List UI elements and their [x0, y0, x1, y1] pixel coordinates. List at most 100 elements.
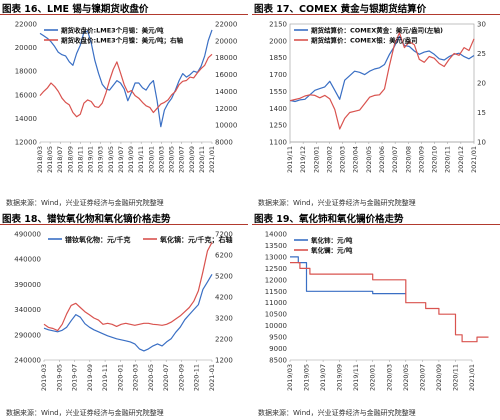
x-tick-label: 2019-09 [86, 364, 94, 391]
y-left-tick-label: 1550 [269, 88, 287, 96]
x-tick-label: 2020/08 [404, 146, 412, 173]
series-line-1 [43, 273, 213, 352]
y-left-tick-label: 14000 [15, 115, 37, 123]
y-right-tick-label: 7200 [215, 231, 233, 239]
title-rule [252, 14, 500, 15]
y-left-tick-label: 14000 [265, 231, 287, 239]
y-right-tick-label: 22000 [215, 21, 237, 29]
y-right-tick-label: 5200 [215, 273, 233, 281]
y-right-tick-label: 16000 [215, 71, 237, 79]
y-right-tick-label: 8000 [215, 139, 233, 147]
y-right-tick-label: 30 [477, 21, 486, 29]
x-tick-label: 2019/07 [319, 364, 327, 391]
chart-ce-la-oxide: 8500 9000 9500 10000 10500 11000 11500 12000 125… [265, 231, 489, 391]
series-line-1 [289, 35, 475, 103]
y-left-tick-label: 290000 [14, 331, 41, 339]
y-right-tick-label: 1200 [215, 357, 233, 365]
y-left-tick-label: 9000 [269, 345, 287, 353]
chart-lme-tin-nickel: 12000 14000 16000 18000 20000 22000 8000 10000 1… [15, 21, 238, 174]
series-line-2 [43, 242, 213, 332]
x-tick-label: 2020/03 [157, 146, 165, 173]
panel-comex-gold-silver: 图表 17、COMEX 黄金与银期货结算价 1100 1250 1400 1550 17… [252, 0, 500, 210]
series-line-1 [290, 256, 406, 295]
y-left-tick-label: 18000 [15, 68, 37, 76]
x-tick-label: 2020/09 [188, 146, 196, 173]
y-left-tick-label: 12000 [15, 139, 37, 147]
y-left-tick-label: 2000 [269, 37, 287, 45]
y-left-tick-label: 22000 [15, 21, 37, 29]
panel-lme-tin-nickel: 图表 16、LME 锡与镍期货收盘价 12000 14000 16000 18000 2… [0, 0, 248, 210]
series-line-2 [290, 261, 489, 343]
y-left-tick-label: 20000 [15, 44, 37, 52]
x-tick-label: 2019-11 [101, 364, 109, 391]
x-tick-label: 2019/07 [117, 146, 125, 173]
y-left-tick-label: 1700 [269, 71, 287, 79]
x-tick-label: 2020-09 [177, 364, 185, 391]
y-right-tick-label: 10000 [215, 122, 237, 130]
x-tick-label: 2020/05 [402, 364, 410, 391]
x-tick-label: 2020-11 [193, 364, 201, 391]
x-tick-label: 2019/05 [107, 146, 115, 173]
x-tick-label: 2020/11 [444, 146, 452, 173]
x-tick-label: 2019/12 [299, 146, 307, 173]
x-tick-label: 2020/07 [178, 146, 186, 173]
legend-label: 氧化镝：元/千克；右轴 [159, 235, 233, 244]
x-tick-label: 2020/07 [418, 364, 426, 391]
x-tick-label: 2020/05 [365, 146, 373, 173]
panel-ce-la-oxide: 图表 19、氧化铈和氧化镧价格走势 8500 9000 9500 10000 10500… [252, 210, 500, 420]
y-left-tick-label: 440000 [14, 256, 41, 264]
legend-label: 氧化铈：元/吨 [310, 236, 353, 245]
x-tick-label: 2018/05 [46, 146, 54, 173]
y-right-tick-label: 4200 [215, 294, 233, 302]
source-note: 数据来源：Wind，兴业证券经济与金融研究院整理 [258, 199, 416, 207]
legend-label: 期货结算价：COMEX黄金：美元/盎司(左轴) [311, 26, 443, 35]
x-tick-label: 2019-05 [55, 364, 63, 391]
x-tick-label: 2021/01 [470, 146, 478, 173]
x-tick-label: 2020-07 [162, 364, 170, 391]
x-tick-label: 2019/11 [286, 146, 294, 173]
y-left-tick-label: 1250 [269, 122, 287, 130]
x-tick-label: 2020/01 [147, 146, 155, 173]
y-right-tick-label: 14000 [215, 88, 237, 96]
x-tick-label: 2019/09 [127, 146, 135, 173]
y-right-tick-label: 25 [477, 50, 486, 58]
panel-title: 图表 16、LME 锡与镍期货收盘价 [2, 4, 149, 15]
series-line-2 [39, 53, 213, 118]
y-left-tick-label: 390000 [14, 281, 41, 289]
y-left-tick-label: 2150 [269, 21, 287, 29]
legend-label: 期货收盘价:LME3个月镍：美元/吨；右轴 [61, 36, 184, 45]
x-tick-label: 2020/01 [369, 364, 377, 391]
x-tick-label: 2020/04 [352, 146, 360, 173]
y-left-tick-label: 8500 [269, 357, 287, 365]
x-tick-label: 2020/03 [339, 146, 347, 173]
y-left-tick-label: 11500 [265, 288, 287, 296]
y-left-tick-label: 240000 [14, 357, 41, 365]
x-tick-label: 2020/12 [457, 146, 465, 173]
panel-prnd-dy-oxide: 图表 18、镨钕氧化物和氧化镝价格走势 240000 290000 340000 39… [0, 210, 248, 420]
x-tick-label: 2020/02 [325, 146, 333, 173]
x-tick-label: 2019/03 [97, 146, 105, 173]
y-left-tick-label: 1100 [269, 139, 287, 147]
y-right-tick-label: 18000 [215, 54, 237, 62]
y-left-tick-label: 490000 [14, 231, 41, 239]
legend-label: 镨钕氧化物：元/千克 [64, 235, 131, 244]
x-tick-label: 2019-07 [71, 364, 79, 391]
x-tick-label: 2020/11 [198, 146, 206, 173]
y-left-tick-label: 13500 [265, 242, 287, 250]
series-line-2 [289, 32, 475, 130]
x-tick-label: 2018/03 [36, 146, 44, 173]
y-right-tick-label: 2200 [215, 336, 233, 344]
y-left-tick-label: 340000 [14, 306, 41, 314]
chart-prnd-dy-oxide: 240000 290000 340000 390000 440000 490000 1200… [14, 231, 233, 392]
title-rule [0, 14, 248, 15]
y-right-tick-label: 3200 [215, 315, 233, 323]
x-tick-label: 2018/09 [66, 146, 74, 173]
y-left-tick-label: 10500 [265, 311, 287, 319]
x-tick-label: 2019/03 [286, 364, 294, 391]
x-tick-label: 2020-03 [132, 364, 140, 391]
legend-label: 期货结算价：COMEX银：美元/盎司 [311, 36, 418, 45]
x-tick-label: 2020/10 [431, 146, 439, 173]
x-tick-label: 2019/11 [352, 364, 360, 391]
series-line-1 [39, 29, 213, 128]
y-right-tick-label: 20000 [215, 37, 237, 45]
